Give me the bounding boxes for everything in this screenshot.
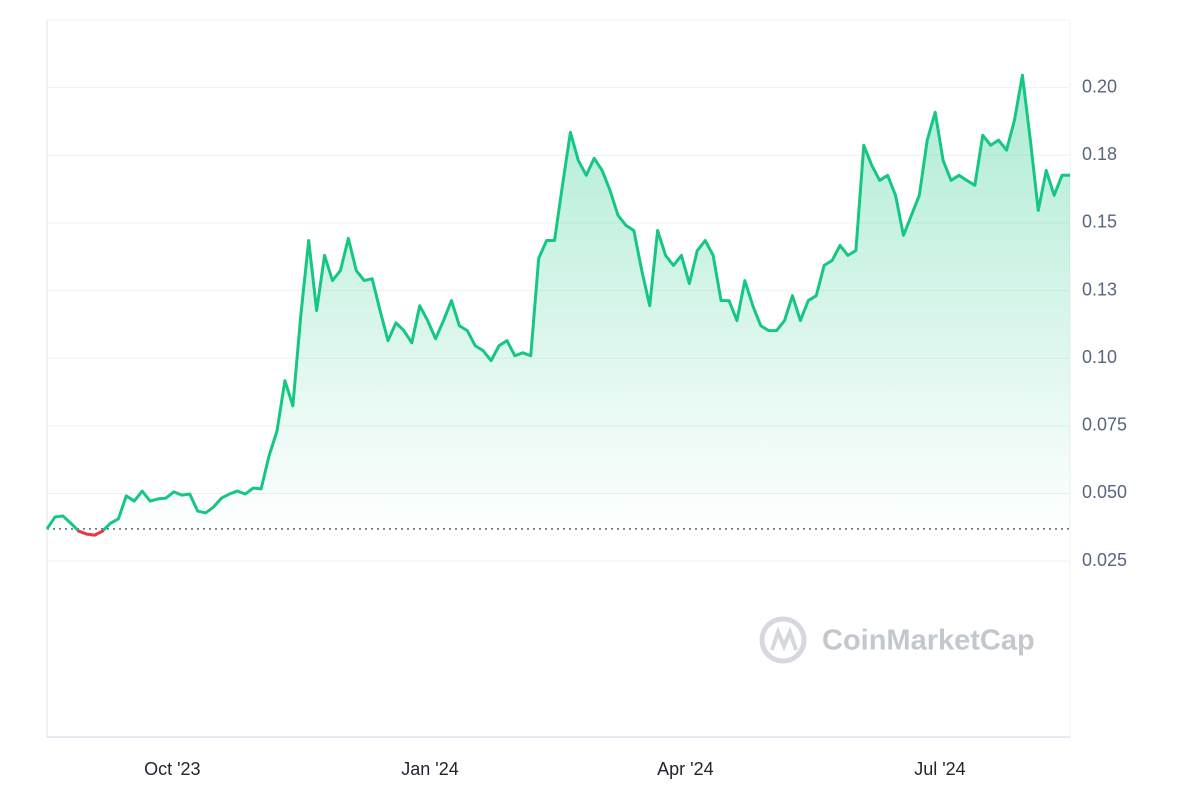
- y-tick-label: 0.10: [1082, 347, 1117, 367]
- watermark-logo: [759, 616, 807, 664]
- price-line: [45, 73, 1070, 537]
- y-tick-label: 0.20: [1082, 76, 1117, 96]
- y-tick-label: 0.075: [1082, 415, 1127, 435]
- x-tick-label: Apr '24: [657, 759, 713, 779]
- y-tick-label: 0.15: [1082, 212, 1117, 232]
- price-line-down: [77, 529, 105, 537]
- y-tick-label: 0.050: [1082, 482, 1127, 502]
- watermark: CoinMarketCap: [822, 625, 1035, 657]
- area: [47, 75, 1070, 536]
- y-tick-label: 0.025: [1082, 550, 1127, 570]
- y-tick-label: 0.13: [1082, 279, 1117, 299]
- x-tick-label: Jul '24: [914, 759, 965, 779]
- y-tick-label: 0.18: [1082, 144, 1117, 164]
- x-tick-label: Jan '24: [401, 759, 458, 779]
- x-tick-label: Oct '23: [144, 759, 200, 779]
